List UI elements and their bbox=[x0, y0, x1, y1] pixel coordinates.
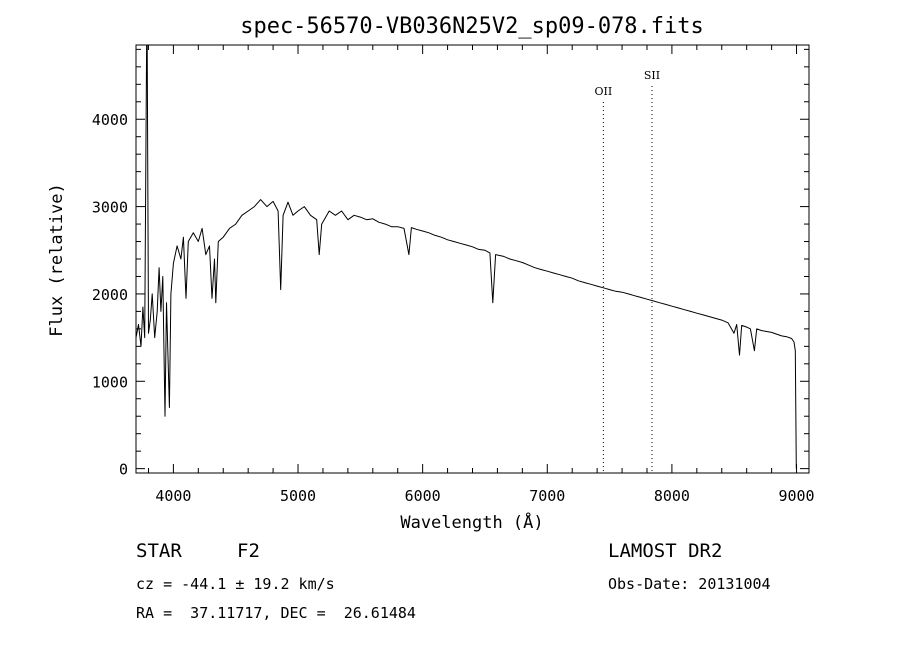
annotation-label-oii: OII bbox=[595, 85, 613, 98]
x-tick-label: 4000 bbox=[155, 487, 191, 505]
redshift-text: cz = -44.1 ± 19.2 km/s bbox=[136, 575, 335, 593]
x-axis: 4000 5000 6000 7000 8000 9000 bbox=[147, 45, 815, 505]
survey-label: LAMOST DR2 bbox=[608, 540, 723, 562]
line-annotations: OII SII bbox=[595, 69, 660, 473]
x-tick-label: 8000 bbox=[654, 487, 690, 505]
coordinates-text: RA = 37.11717, DEC = 26.61484 bbox=[136, 604, 416, 622]
obs-date-text: Obs-Date: 20131004 bbox=[608, 575, 771, 593]
y-tick-label: 4000 bbox=[92, 111, 128, 129]
x-tick-label: 5000 bbox=[280, 487, 316, 505]
y-tick-label: 0 bbox=[119, 461, 128, 479]
x-tick-label: 9000 bbox=[778, 487, 814, 505]
object-subclass: F2 bbox=[237, 540, 260, 562]
x-tick-label: 7000 bbox=[529, 487, 565, 505]
y-tick-label: 2000 bbox=[92, 286, 128, 304]
x-tick-label: 6000 bbox=[405, 487, 441, 505]
plot-frame bbox=[135, 44, 810, 474]
y-axis: 0 1000 2000 3000 4000 bbox=[92, 48, 809, 479]
series-layer bbox=[135, 44, 797, 469]
y-axis-label: Flux (relative) bbox=[47, 183, 67, 337]
spectrum-line-0 bbox=[135, 44, 797, 469]
object-class: STAR bbox=[136, 540, 182, 562]
y-tick-label: 1000 bbox=[92, 373, 128, 391]
annotation-label-sii: SII bbox=[644, 69, 660, 82]
x-axis-label: Wavelength (Å) bbox=[400, 511, 543, 533]
chart-title: spec-56570-VB036N25V2_sp09-078.fits bbox=[240, 14, 704, 39]
y-tick-label: 3000 bbox=[92, 199, 128, 217]
